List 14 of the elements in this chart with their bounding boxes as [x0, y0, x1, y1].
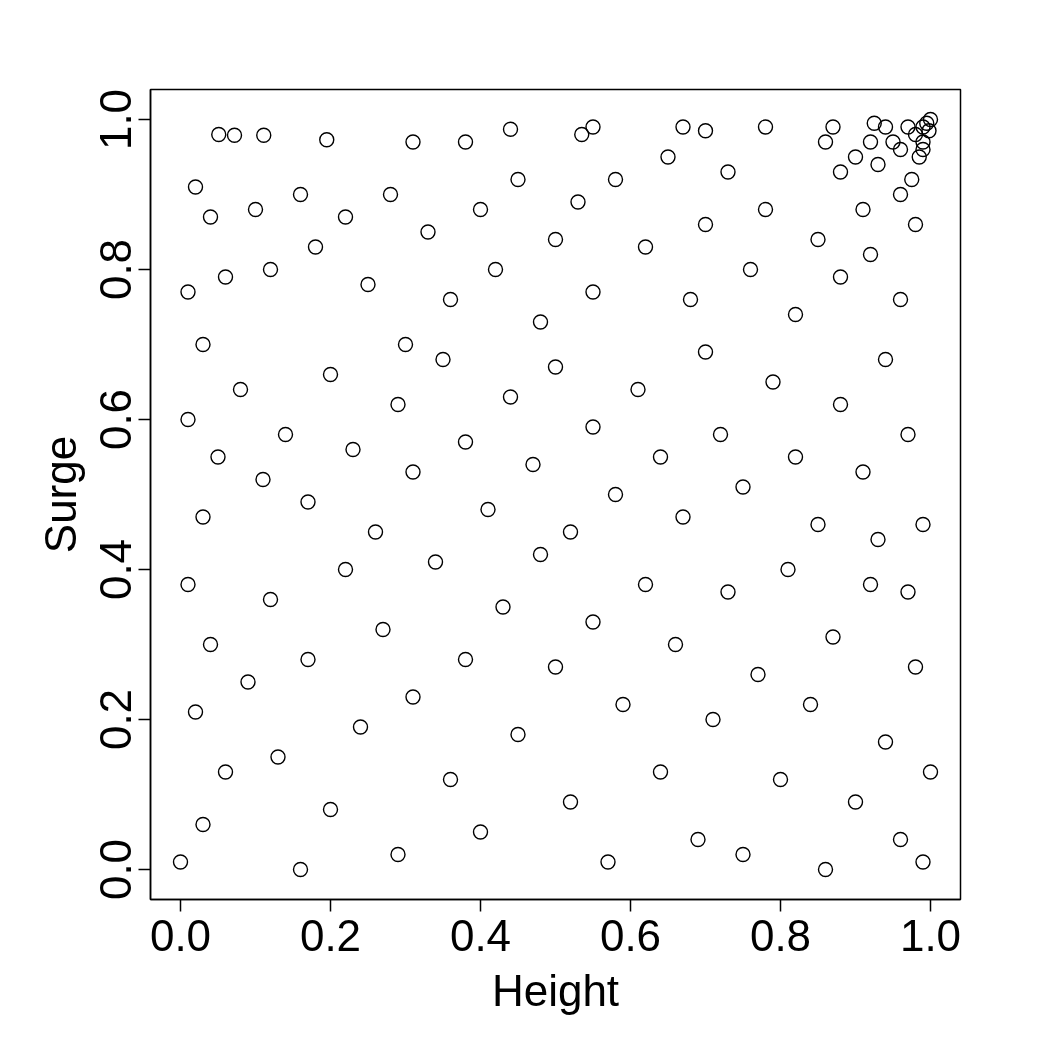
- y-axis-title: Surge: [35, 435, 85, 554]
- x-tick-label: 0.0: [149, 910, 212, 960]
- x-tick-label: 0.8: [749, 910, 812, 960]
- x-tick-label: 0.4: [449, 910, 512, 960]
- y-tick-label: 1.0: [90, 88, 140, 151]
- x-tick-label: 0.2: [299, 910, 362, 960]
- y-tick-label: 0.0: [90, 838, 140, 901]
- x-tick-label: 1.0: [899, 910, 962, 960]
- y-tick-label: 0.8: [90, 238, 140, 301]
- x-tick-label: 0.6: [599, 910, 662, 960]
- y-tick-label: 0.6: [90, 388, 140, 451]
- y-tick-label: 0.2: [90, 688, 140, 751]
- x-axis-title: Height: [491, 965, 620, 1015]
- y-tick-label: 0.4: [90, 538, 140, 601]
